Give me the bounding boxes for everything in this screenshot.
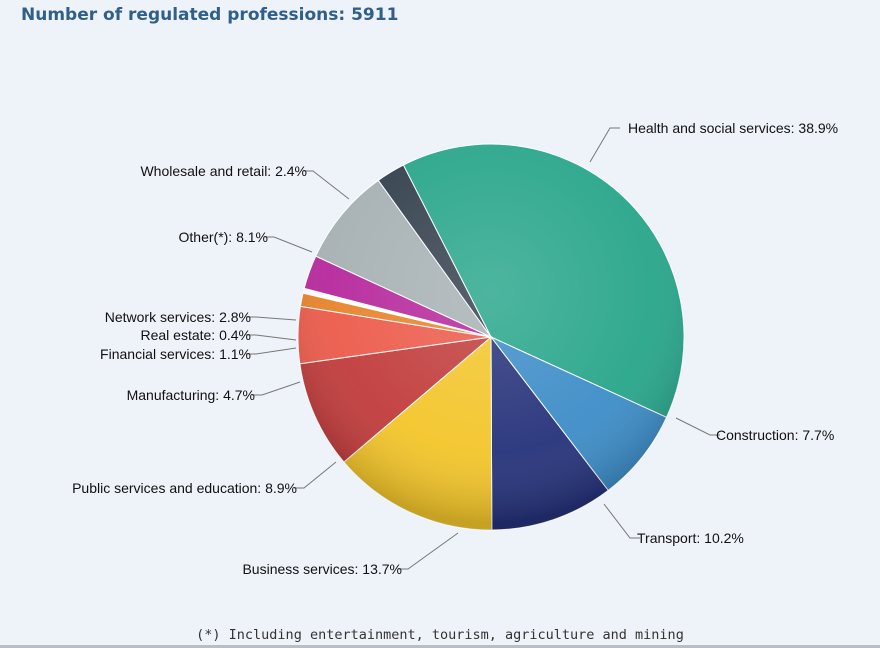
- slice-label: Transport: 10.2%: [637, 530, 744, 546]
- pie-chart: Health and social services: 38.9% Constru…: [72, 120, 838, 577]
- bottom-scrollbar: [0, 645, 880, 648]
- leader-line: [264, 236, 313, 253]
- slice-label: Financial services: 1.1%: [100, 346, 251, 362]
- footnote: (*) Including entertainment, tourism, ag…: [196, 627, 684, 643]
- slice-label: Public services and education: 8.9%: [72, 480, 297, 496]
- leader-line: [246, 347, 297, 355]
- leader-line: [603, 503, 640, 539]
- slice-label: Business services: 13.7%: [242, 561, 402, 577]
- leader-line: [589, 127, 620, 163]
- pie-labels: Health and social services: 38.9% Constru…: [72, 120, 838, 577]
- leader-line: [246, 334, 297, 341]
- slice-label: Other(*): 8.1%: [179, 229, 268, 245]
- slice-label: Construction: 7.7%: [716, 427, 834, 443]
- leader-line: [246, 316, 297, 321]
- leader-line: [675, 417, 720, 436]
- slice-label: Manufacturing: 4.7%: [127, 387, 255, 403]
- leader-line: [252, 381, 301, 396]
- slice-label: Network services: 2.8%: [105, 309, 251, 325]
- leader-line: [294, 461, 337, 489]
- pie-slices: [297, 143, 685, 531]
- slice-label: Wholesale and retail: 2.4%: [140, 163, 307, 179]
- slice-label: Real estate: 0.4%: [140, 327, 251, 343]
- leader-line: [303, 170, 350, 200]
- slice-label: Health and social services: 38.9%: [628, 120, 838, 136]
- chart-title: Number of regulated professions: 5911: [21, 5, 399, 25]
- leader-line: [398, 532, 459, 570]
